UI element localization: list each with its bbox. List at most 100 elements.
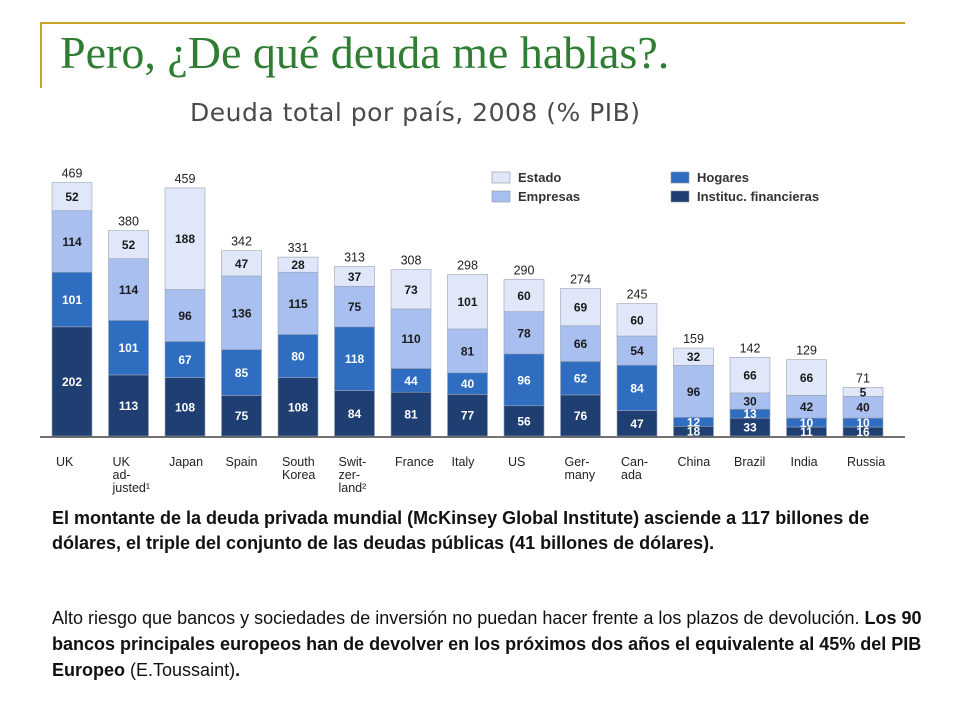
category-label: Ger- xyxy=(565,455,590,469)
bar-total-label: 380 xyxy=(118,215,139,229)
bar-value-label: 81 xyxy=(461,344,475,358)
bar-total-label: 129 xyxy=(796,344,817,358)
category-label: Italy xyxy=(452,455,476,469)
category-label: many xyxy=(565,468,596,482)
bar-value-label: 33 xyxy=(743,421,757,435)
category-label: justed¹ xyxy=(112,481,151,495)
bar-value-label: 28 xyxy=(291,258,305,272)
bar-segment xyxy=(673,365,714,418)
bar-value-label: 101 xyxy=(118,341,138,355)
bar-segment xyxy=(616,410,658,437)
bar-segment xyxy=(616,364,658,411)
bar-value-label: 101 xyxy=(457,295,477,309)
bar-segment xyxy=(729,356,771,394)
bar-segment xyxy=(164,341,206,378)
bar-value-label: 47 xyxy=(235,257,249,271)
bar-total-label: 342 xyxy=(231,235,252,249)
bar-segment xyxy=(560,361,601,396)
bar-total-label: 469 xyxy=(62,167,83,181)
bar-segment xyxy=(334,390,375,437)
bar-value-label: 84 xyxy=(348,407,362,421)
bar-segment xyxy=(51,326,93,437)
bar-segment xyxy=(108,374,149,437)
bar-segment xyxy=(334,265,375,287)
bar-segment xyxy=(560,325,601,362)
note-private-debt: El montante de la deuda privada mundial … xyxy=(52,508,870,553)
legend-label: Hogares xyxy=(697,170,749,185)
bar-segment xyxy=(221,250,262,277)
bar-value-label: 40 xyxy=(461,377,475,391)
title-frame-top xyxy=(40,22,905,24)
category-label: zer- xyxy=(339,468,361,482)
bar-value-label: 188 xyxy=(175,232,195,246)
bar-value-label: 52 xyxy=(122,238,136,252)
bar-segment xyxy=(277,256,319,273)
bar-value-label: 54 xyxy=(630,344,644,358)
bar-total-label: 159 xyxy=(683,332,704,346)
bar-value-label: 76 xyxy=(574,409,588,423)
bar-total-label: 308 xyxy=(401,254,422,268)
bar-value-label: 69 xyxy=(574,301,588,315)
bar-segment xyxy=(560,288,601,327)
bar-value-label: 66 xyxy=(743,369,757,383)
bar-total-label: 142 xyxy=(740,341,761,355)
category-label: US xyxy=(508,455,525,469)
bar-total-label: 313 xyxy=(344,250,365,264)
bar-value-label: 37 xyxy=(348,270,362,284)
title-frame-left xyxy=(40,22,42,88)
note-bank-risk-part2: Los 90 bancos principales europeos han d… xyxy=(52,608,922,680)
stacked-bar-chart: 20210111452469UK11310111452380UKad-juste… xyxy=(40,167,905,495)
note-bank-risk: Alto riesgo que bancos y sociedades de i… xyxy=(52,605,922,683)
bar-value-label: 60 xyxy=(630,313,644,327)
bar-segment xyxy=(221,395,262,437)
bar-segment xyxy=(221,349,262,396)
bar-segment xyxy=(164,187,206,290)
bar-value-label: 96 xyxy=(178,309,192,323)
bar-segment xyxy=(616,335,658,366)
bar-value-label: 108 xyxy=(288,400,308,414)
bar-segment xyxy=(503,353,545,407)
category-label: Korea xyxy=(282,468,315,482)
bar-segment xyxy=(334,326,375,391)
category-label: Swit- xyxy=(339,455,367,469)
bar-segment xyxy=(51,210,93,273)
bar-segment xyxy=(164,289,206,342)
category-label: South xyxy=(282,455,315,469)
bar-segment xyxy=(503,278,545,312)
bar-value-label: 13 xyxy=(743,407,757,421)
category-label: Can- xyxy=(621,455,648,469)
bar-value-label: 11 xyxy=(800,425,813,439)
bar-segment xyxy=(447,328,488,374)
category-label: ada xyxy=(621,468,642,482)
bar-value-label: 202 xyxy=(62,375,82,389)
bar-value-label: 75 xyxy=(348,300,362,314)
bar-segment xyxy=(390,391,432,437)
bar-value-label: 96 xyxy=(517,373,531,387)
bar-value-label: 67 xyxy=(178,353,192,367)
bar-segment xyxy=(51,271,93,328)
bar-value-label: 30 xyxy=(743,395,757,409)
bar-value-label: 85 xyxy=(235,366,249,380)
slide-title: Pero, ¿De qué deuda me hablas?. xyxy=(60,27,670,78)
bar-total-label: 298 xyxy=(457,258,478,272)
bar-segment xyxy=(390,269,432,310)
bar-value-label: 32 xyxy=(687,350,701,364)
bar-segment xyxy=(51,182,93,211)
bar-segment xyxy=(108,230,149,260)
category-label: UK xyxy=(56,455,74,469)
bar-value-label: 80 xyxy=(291,350,305,364)
bar-value-label: 75 xyxy=(235,409,249,423)
bar-value-label: 81 xyxy=(404,408,418,422)
legend-swatch xyxy=(670,190,690,203)
bar-segment xyxy=(447,394,488,437)
bar-value-label: 78 xyxy=(517,326,531,340)
bar-value-label: 62 xyxy=(574,372,588,386)
bar-segment xyxy=(108,320,149,376)
bar-value-label: 96 xyxy=(687,385,701,399)
category-label: land² xyxy=(339,481,367,495)
bar-value-label: 16 xyxy=(856,425,870,439)
bar-total-label: 290 xyxy=(514,263,535,277)
bar-value-label: 115 xyxy=(288,297,308,311)
bar-total-label: 245 xyxy=(627,288,648,302)
bar-segment xyxy=(503,405,545,437)
